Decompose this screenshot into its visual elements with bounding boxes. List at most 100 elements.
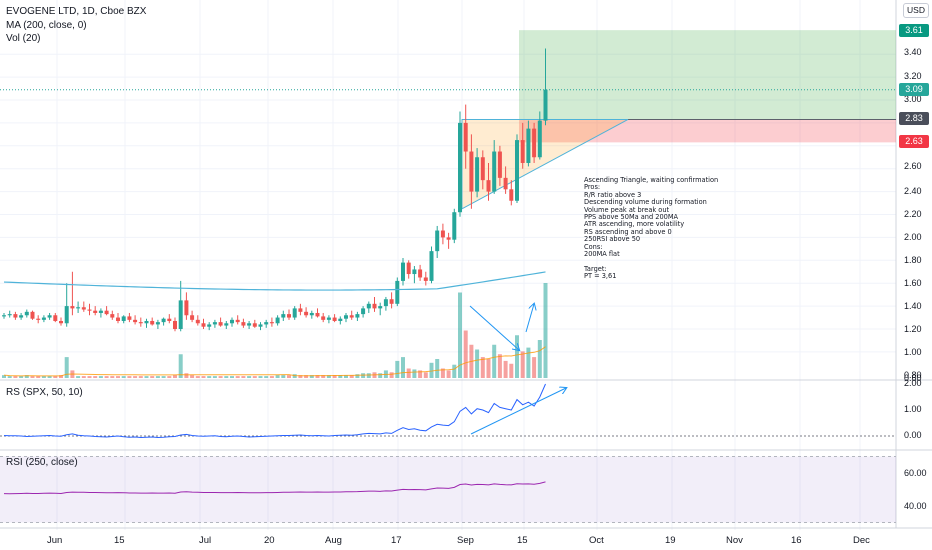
volume-bar <box>412 369 417 378</box>
candle-body <box>207 324 212 327</box>
volume-bar <box>475 349 480 378</box>
candle-body <box>292 308 297 318</box>
candle-body <box>435 230 440 252</box>
stop-zone <box>519 119 896 143</box>
rs-pane-title[interactable]: RS (SPX, 50, 10) <box>6 387 83 398</box>
rs-tick: 1.00 <box>904 404 922 414</box>
candle-body <box>98 310 103 313</box>
volume-bar <box>269 376 274 378</box>
price-tick: 2.00 <box>904 232 922 242</box>
volume-bar <box>515 335 519 378</box>
candle-body <box>87 309 92 311</box>
time-tick: Nov <box>726 535 743 546</box>
volume-bar <box>7 376 12 378</box>
candle-body <box>104 310 109 315</box>
volume-bar <box>321 375 326 378</box>
candle-body <box>355 314 360 318</box>
candle-body <box>81 307 86 310</box>
time-tick: 15 <box>114 535 125 546</box>
time-tick: Sep <box>457 535 474 546</box>
volume-legend[interactable]: Vol (20) <box>6 33 41 44</box>
volume-bar <box>378 373 383 378</box>
volume-bar <box>13 376 18 378</box>
candle-body <box>378 306 383 309</box>
volume-bar <box>332 375 337 378</box>
volume-bar <box>532 357 537 378</box>
rsi-band <box>0 456 896 523</box>
candle-body <box>116 317 120 321</box>
volume-bar <box>309 375 314 378</box>
volume-bar <box>463 330 468 378</box>
long-position-tool[interactable] <box>0 30 896 143</box>
volume-bar <box>98 376 103 378</box>
candle-body <box>458 122 462 213</box>
time-tick: Oct <box>589 535 604 546</box>
candle-body <box>241 322 246 326</box>
candle-body <box>401 262 405 281</box>
candle-body <box>224 323 229 326</box>
stop-price-tag: 2.63 <box>899 135 929 148</box>
candle-body <box>70 306 75 309</box>
volume-bar <box>503 360 508 378</box>
volume-bars <box>2 283 548 378</box>
volume-bar <box>526 347 531 378</box>
ma-legend[interactable]: MA (200, close, 0) <box>6 20 87 31</box>
candle-body <box>446 237 451 240</box>
price-tick: 1.40 <box>904 301 922 311</box>
candle-body <box>315 312 320 317</box>
price-tick: 2.20 <box>904 209 922 219</box>
candle-body <box>201 323 206 327</box>
candle-body <box>452 212 457 240</box>
volume-bar <box>401 357 405 378</box>
candle-body <box>298 308 303 312</box>
time-tick: Aug <box>325 535 342 546</box>
rsi-pane-title[interactable]: RSI (250, close) <box>6 457 78 468</box>
candle-body <box>395 280 400 304</box>
volume-bar <box>315 375 320 378</box>
volume-bar <box>167 376 172 378</box>
arrow-drawings[interactable] <box>469 304 566 435</box>
volume-bar <box>326 375 331 378</box>
volume-bar <box>144 376 149 378</box>
volume-bar <box>59 375 63 378</box>
volume-bar <box>247 376 252 378</box>
candle-body <box>167 318 172 321</box>
currency-button[interactable]: USD <box>903 3 929 18</box>
analysis-note[interactable]: Ascending Triangle, waiting confirmation… <box>584 176 719 281</box>
candle-body <box>304 311 309 316</box>
price-tick: 0.60 <box>904 373 922 383</box>
candle-body <box>150 320 155 325</box>
candle-body <box>475 157 480 192</box>
candle-body <box>13 314 18 318</box>
volume-bar <box>520 351 525 378</box>
candle-body <box>184 300 189 316</box>
candle-body <box>2 315 6 317</box>
candle-body <box>53 315 58 321</box>
symbol-legend[interactable]: EVOGENE LTD, 1D, Cboe BZX <box>6 6 147 17</box>
volume-bar <box>178 354 183 378</box>
rsi-line <box>3 481 546 495</box>
volume-bar <box>355 374 360 378</box>
candle-body <box>423 277 428 281</box>
candle-body <box>41 317 46 320</box>
volume-bar <box>138 376 143 378</box>
candle-body <box>332 317 337 321</box>
candle-body <box>309 312 314 316</box>
candle-body <box>497 151 502 178</box>
candle-body <box>509 189 514 201</box>
target-price-tag: 3.61 <box>899 24 929 37</box>
volume-bar <box>252 376 257 378</box>
candle-body <box>469 151 474 192</box>
time-tick: 17 <box>391 535 402 546</box>
candle-body <box>412 269 417 275</box>
volume-bar <box>76 376 81 378</box>
candle-body <box>429 251 434 281</box>
candle-body <box>526 128 531 163</box>
candle-body <box>7 314 12 316</box>
candle-body <box>389 299 394 304</box>
volume-bar <box>287 375 291 378</box>
candle-body <box>275 317 280 324</box>
candle-body <box>492 151 497 192</box>
volume-bar <box>81 376 86 378</box>
